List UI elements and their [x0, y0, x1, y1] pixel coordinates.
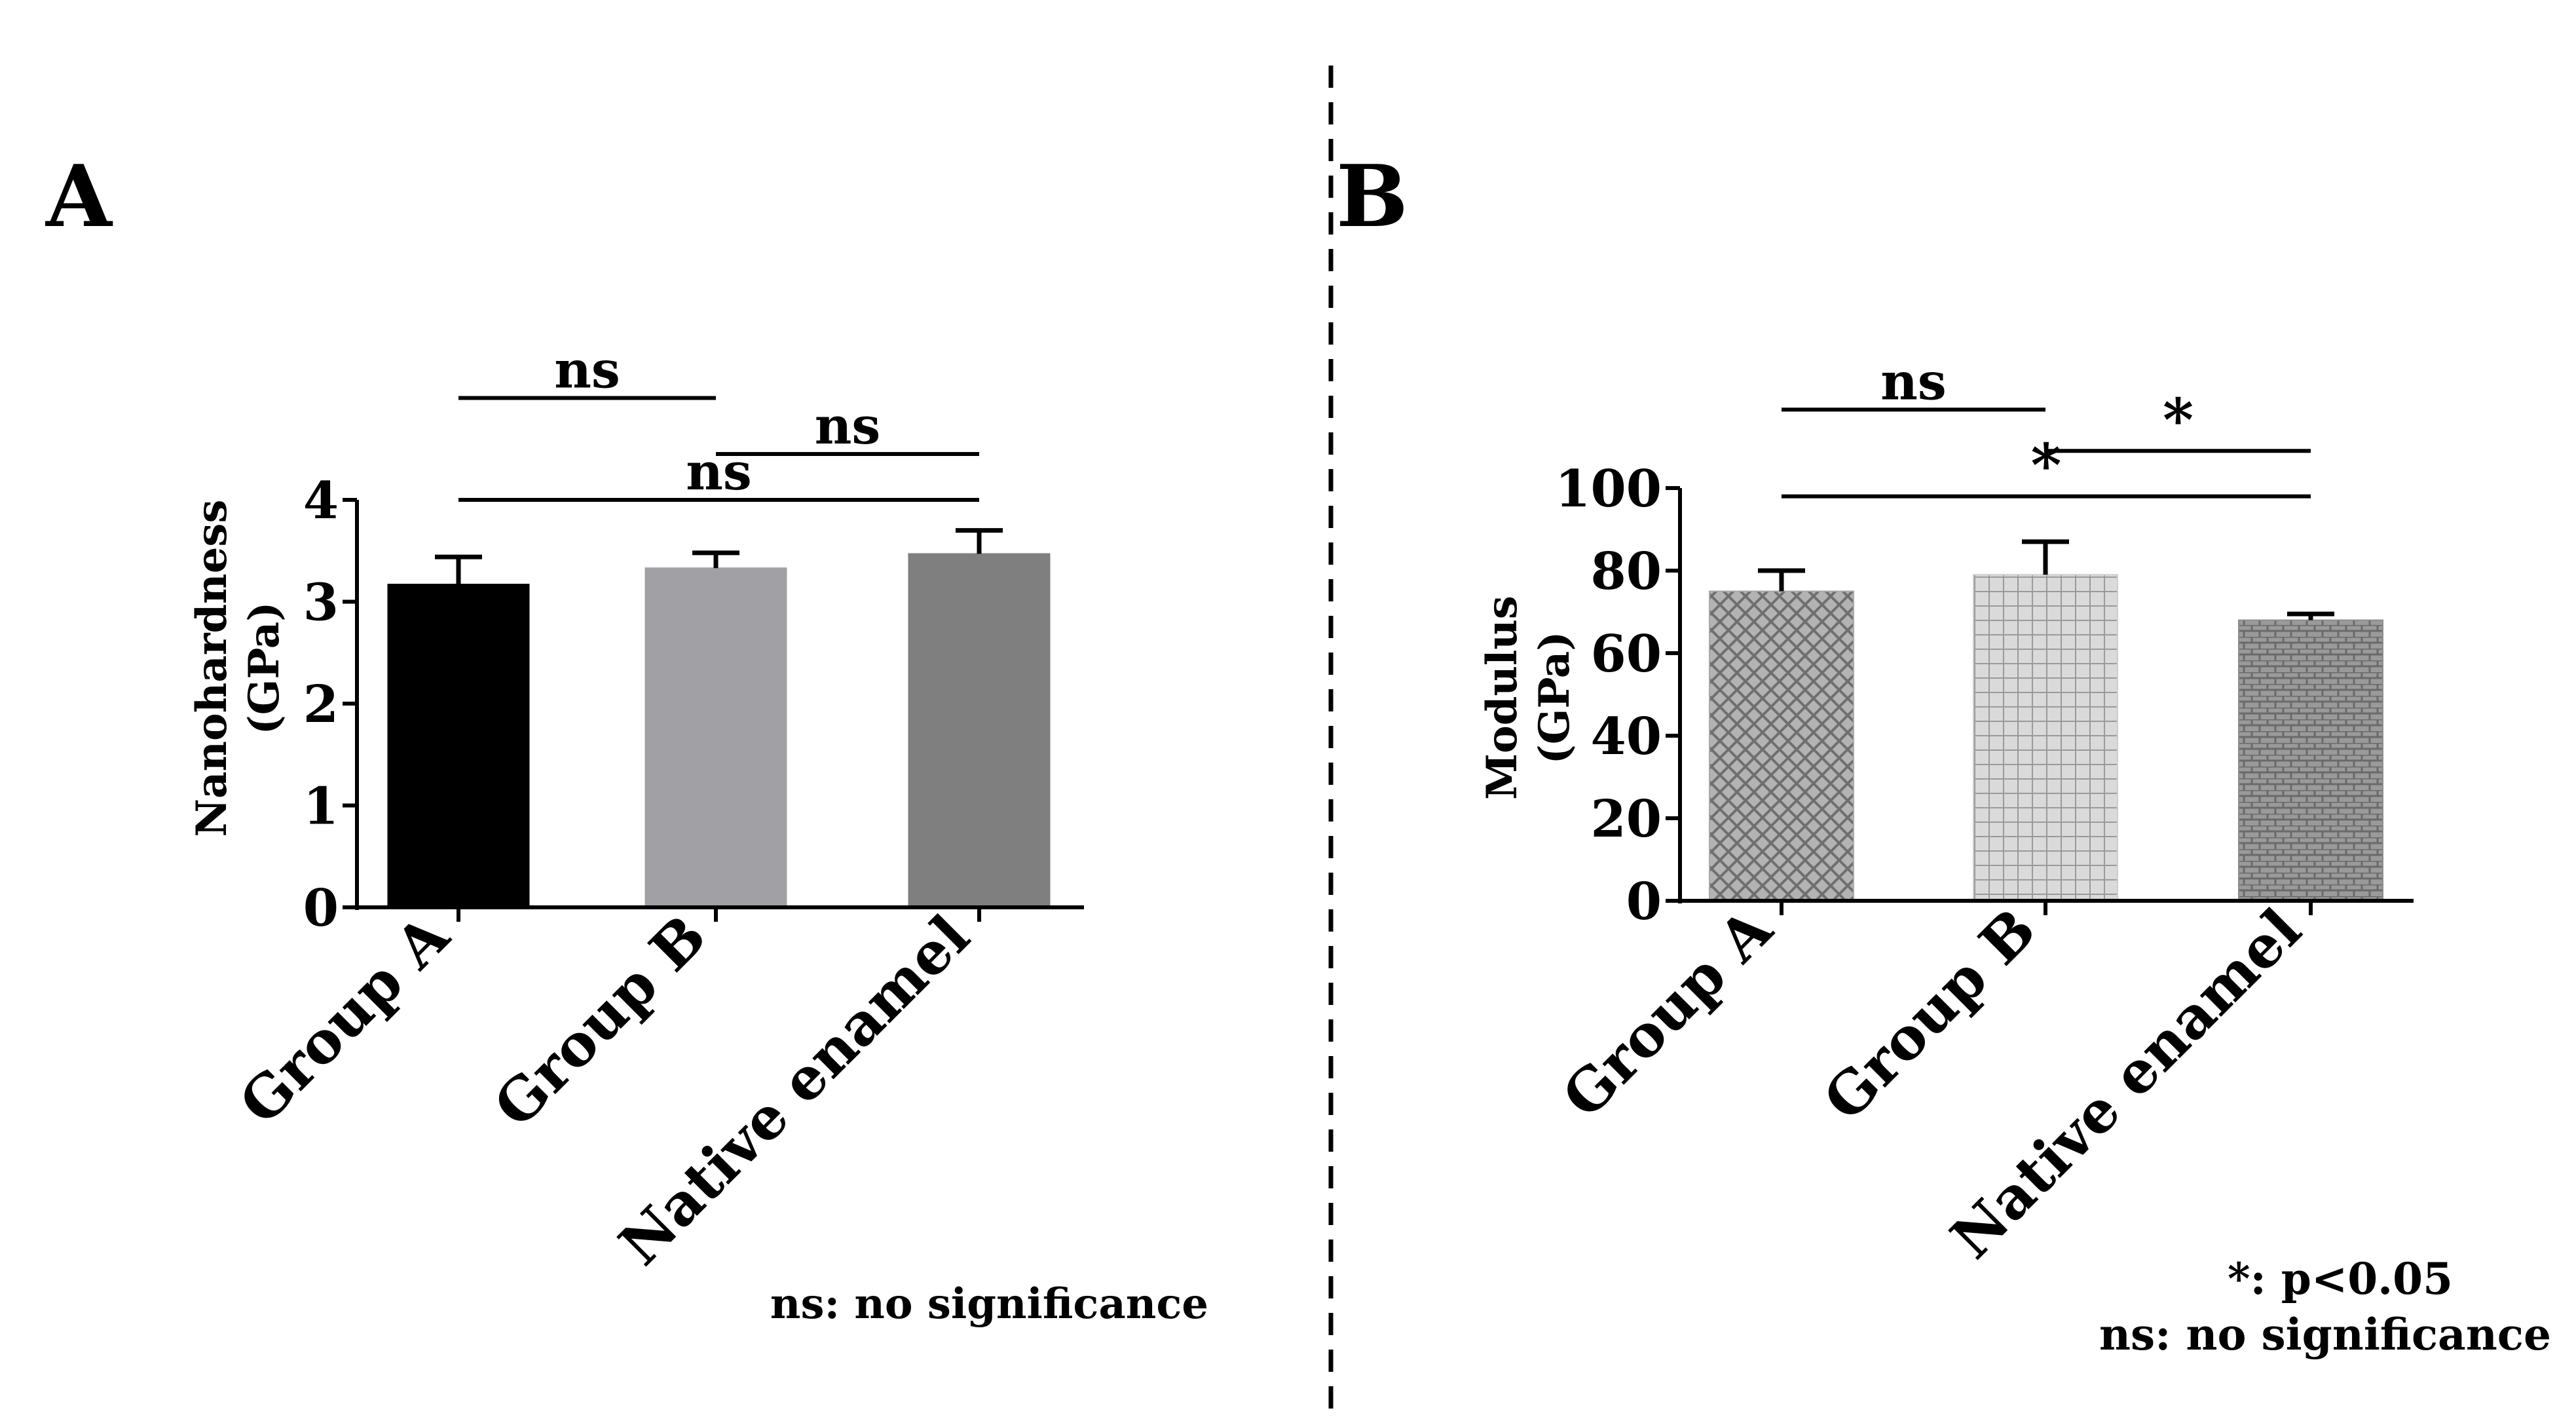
panel-a-y-axis-label: Nanohardness (GPa)	[187, 500, 289, 837]
panel-a-comparison-label-1: ns	[554, 341, 620, 400]
panel-a-legend-line-1: ns: no significance	[770, 1279, 1208, 1329]
panel-b-legend-line-2: ns: no significance	[2099, 1309, 2551, 1360]
panel-b-ylabel-line-2: (GPa)	[1530, 631, 1579, 764]
panel-a-ylabel-line-2: (GPa)	[240, 601, 289, 734]
panel-b-label: B	[1336, 146, 1408, 246]
panel-a-ylabel-line-1: Nanohardness	[187, 500, 236, 837]
panel-a: A Nanohardness (GPa) 0 1 2 3 4 Group A Group B…	[45, 146, 1208, 1329]
panel-b-y-tick-label-60: 60	[1590, 624, 1662, 684]
panel-a-y-tick-label-4: 4	[303, 471, 339, 531]
panel-a-label: A	[45, 146, 113, 246]
panel-a-comparison-label-3: ns	[686, 442, 752, 502]
panel-b-comparison-label-3: *	[2030, 431, 2061, 501]
panel-a-category-label-2: Group B	[481, 901, 719, 1140]
panel-b-legend-line-1: *: p<0.05	[2228, 1253, 2453, 1304]
panel-a-bar-3	[908, 553, 1051, 908]
panel-b: B Modulus (GPa) 0 20 40 60 80 100 Group A Group…	[1336, 146, 2551, 1360]
panel-b-y-tick-label-80: 80	[1590, 542, 1662, 601]
panel-b-y-axis-label: Modulus (GPa)	[1478, 596, 1579, 800]
panel-b-bar-1	[1709, 590, 1854, 901]
panel-b-y-tick-label-100: 100	[1555, 459, 1662, 519]
panel-b-comparison-label-2: *	[2163, 385, 2193, 455]
panel-a-bar-1	[387, 584, 530, 908]
panel-a-y-tick-label-0: 0	[303, 879, 339, 938]
panel-a-y-tick-label-2: 2	[303, 675, 339, 734]
panel-b-y-tick-label-0: 0	[1626, 872, 1662, 932]
panel-b-bar-3	[2238, 619, 2383, 901]
panel-b-y-tick-label-20: 20	[1590, 789, 1662, 849]
panel-a-y-tick-label-1: 1	[303, 777, 339, 837]
panel-b-category-label-2: Group B	[1810, 895, 2049, 1133]
panel-b-ylabel-line-1: Modulus	[1478, 596, 1527, 800]
panel-a-bar-2	[644, 567, 787, 908]
panel-b-category-label-1: Group A	[1549, 894, 1785, 1131]
panel-b-bar-2	[1973, 574, 2118, 901]
panel-b-comparison-label-1: ns	[1880, 352, 1947, 411]
panel-b-y-tick-label-40: 40	[1590, 707, 1662, 766]
panel-a-y-tick-label-3: 3	[303, 573, 339, 633]
panel-a-comparison-label-2: ns	[815, 396, 881, 456]
panel-a-category-label-1: Group A	[226, 901, 462, 1137]
